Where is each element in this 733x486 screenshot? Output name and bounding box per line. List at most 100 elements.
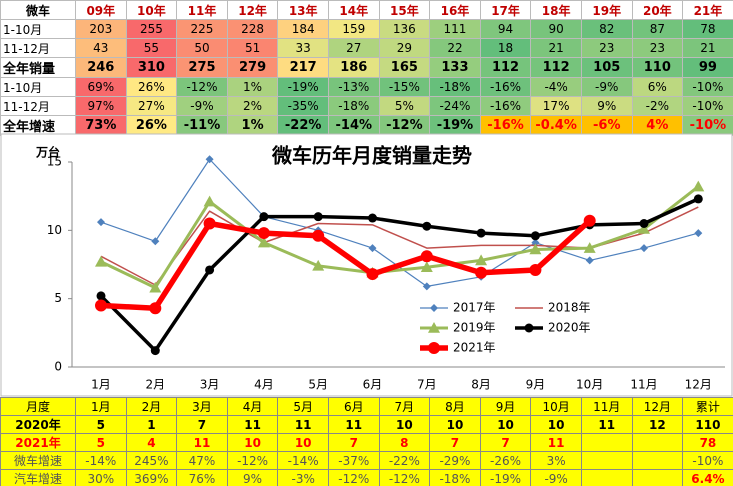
table-cell: -2%: [631, 96, 684, 116]
table-cell: -24%: [429, 96, 481, 116]
data-point: [368, 244, 377, 253]
table-cell: 13年: [277, 0, 329, 20]
data-point: [640, 244, 648, 253]
table-cell: 全年销量: [0, 57, 76, 78]
data-point: [149, 302, 162, 315]
table-cell: 26%: [125, 77, 178, 97]
y-tick-label: 5: [54, 291, 62, 305]
table-cell: 69%: [75, 77, 127, 97]
x-tick-label: 8月: [471, 378, 491, 392]
table-cell: 2021年: [0, 433, 76, 452]
table-cell: 10: [530, 415, 582, 434]
table-cell: 30%: [75, 469, 127, 486]
table-cell: 1: [125, 415, 178, 434]
table-cell: 310: [125, 57, 178, 78]
data-point: [368, 213, 377, 223]
chart-frame: [0, 133, 733, 397]
table-cell: 3月: [176, 397, 228, 416]
table-cell: 1-10月: [0, 19, 76, 39]
table-cell: 3%: [530, 451, 582, 470]
data-point: [149, 281, 162, 293]
table-cell: 11: [277, 415, 329, 434]
table-cell: 4: [125, 433, 178, 452]
table-cell: 245%: [125, 451, 178, 470]
table-cell: [580, 469, 633, 486]
data-point: [257, 227, 270, 240]
table-cell: -37%: [327, 451, 380, 470]
x-tick-label: 4月: [254, 378, 274, 392]
table-cell: 累计: [682, 397, 733, 416]
table-cell: 4月: [226, 397, 279, 416]
table-cell: 12月: [631, 397, 684, 416]
table-cell: -11%: [176, 115, 228, 136]
table-cell: -26%: [479, 451, 532, 470]
table-cell: 225: [176, 19, 228, 39]
table-cell: 月度: [0, 397, 76, 416]
table-cell: 9月: [479, 397, 532, 416]
table-cell: 112: [530, 57, 582, 78]
table-cell: -14%: [277, 451, 329, 470]
data-point: [639, 219, 649, 228]
table-cell: 11: [530, 433, 582, 452]
table-cell: -19%: [479, 469, 532, 486]
table-cell: 275: [176, 57, 228, 78]
table-cell: 47%: [176, 451, 228, 470]
data-point: [97, 218, 105, 227]
x-tick-label: 7月: [417, 378, 437, 392]
data-point: [366, 268, 379, 281]
table-cell: 22: [429, 38, 481, 58]
table-cell: 10年: [125, 0, 178, 20]
data-point: [420, 261, 433, 273]
data-point: [95, 255, 107, 267]
table-cell: -9%: [176, 96, 228, 116]
table-cell: 5%: [378, 96, 431, 116]
table-cell: 11-12月: [0, 38, 76, 58]
x-tick-label: 2月: [145, 378, 165, 392]
chart-title: 微车历年月度销量走势: [271, 144, 472, 168]
y-tick-label: 0: [54, 360, 62, 374]
table-cell: -4%: [530, 77, 582, 97]
table-cell: 12: [631, 415, 684, 434]
data-point: [259, 212, 269, 222]
table-cell: 186: [327, 57, 380, 78]
table-cell: -10%: [682, 451, 733, 470]
table-cell: 10: [226, 433, 279, 452]
table-cell: 94: [479, 19, 532, 39]
table-cell: 6月: [327, 397, 380, 416]
table-cell: 369%: [125, 469, 178, 486]
data-point: [96, 291, 106, 301]
table-cell: -12%: [226, 451, 279, 470]
data-point: [692, 180, 705, 192]
table-cell: 10: [277, 433, 329, 452]
table-cell: 15年: [378, 0, 431, 20]
table-cell: -29%: [429, 451, 481, 470]
data-point: [422, 282, 431, 291]
data-point: [475, 254, 488, 266]
table-cell: -22%: [378, 451, 431, 470]
table-cell: 11: [176, 433, 228, 452]
table-cell: 228: [226, 19, 279, 39]
table-cell: 165: [378, 57, 431, 78]
table-cell: -18%: [429, 77, 481, 97]
table-cell: 10: [479, 415, 532, 434]
table-cell: -12%: [327, 469, 380, 486]
table-cell: 18: [479, 38, 532, 58]
table-cell: 255: [125, 19, 178, 39]
table-cell: 78: [682, 19, 733, 39]
table-cell: 7: [327, 433, 380, 452]
table-cell: 136: [378, 19, 431, 39]
table-cell: 8: [378, 433, 431, 452]
table-cell: 111: [429, 19, 481, 39]
table-cell: -10%: [682, 77, 733, 97]
table-cell: -15%: [378, 77, 431, 97]
table-cell: 10: [429, 415, 481, 434]
table-cell: -10%: [682, 96, 733, 116]
legend-marker: [430, 304, 438, 312]
legend-marker: [428, 322, 440, 333]
data-point: [529, 263, 542, 276]
y-tick-label: 15: [47, 155, 62, 169]
data-point: [151, 237, 160, 246]
table-cell: 29: [378, 38, 431, 58]
data-point: [693, 194, 703, 204]
